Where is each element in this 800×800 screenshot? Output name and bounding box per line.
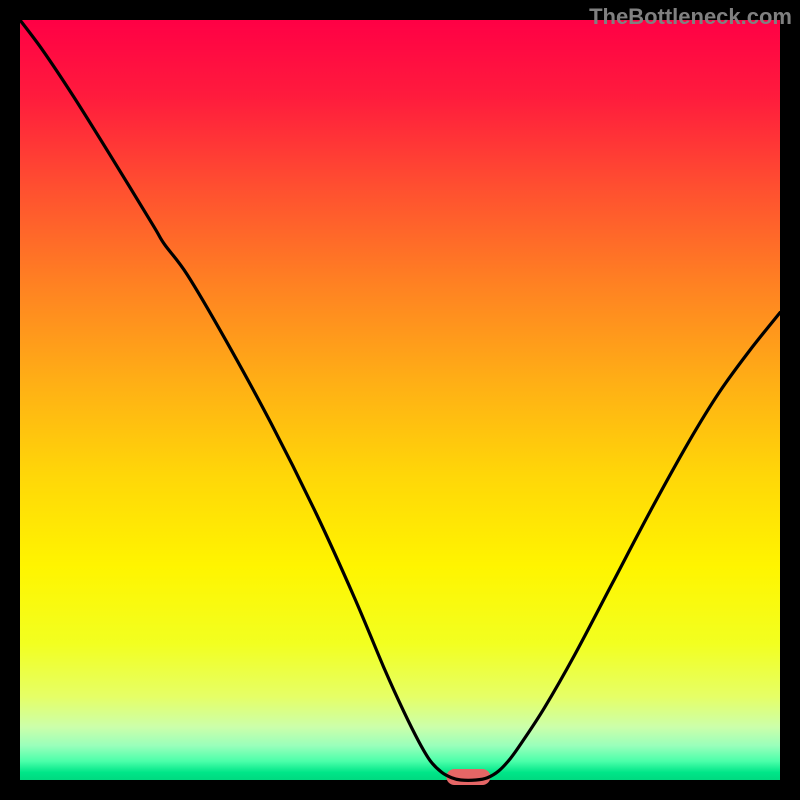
gradient-background (20, 20, 780, 780)
bottleneck-chart: TheBottleneck.com (0, 0, 800, 800)
chart-svg (0, 0, 800, 800)
